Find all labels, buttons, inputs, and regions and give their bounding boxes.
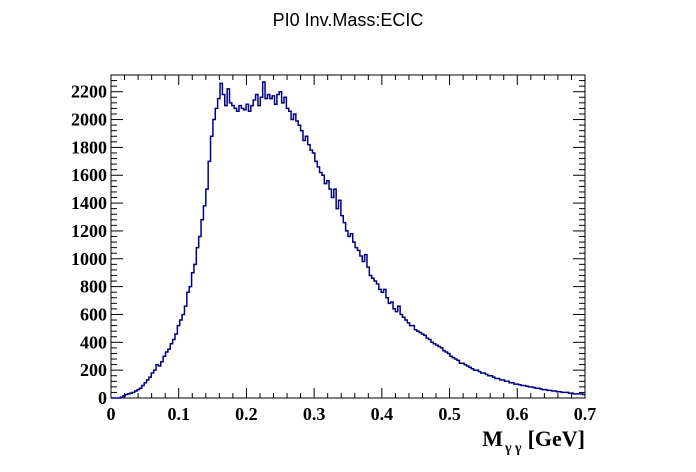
x-axis-title-subscript: γ γ bbox=[504, 441, 522, 456]
x-tick-label: 0.6 bbox=[506, 404, 529, 424]
y-tick-label: 600 bbox=[80, 304, 107, 324]
y-tick-label: 1000 bbox=[71, 249, 107, 269]
y-tick-label: 1200 bbox=[71, 221, 107, 241]
y-tick-label: 2000 bbox=[71, 110, 107, 130]
y-tick-label: 400 bbox=[80, 332, 107, 352]
x-tick-label: 0.1 bbox=[167, 404, 190, 424]
y-tick-label: 200 bbox=[80, 360, 107, 380]
y-tick-label: 0 bbox=[98, 388, 107, 408]
x-tick-label: 0 bbox=[107, 404, 116, 424]
y-tick-label: 1400 bbox=[71, 193, 107, 213]
x-tick-label: 0.2 bbox=[235, 404, 258, 424]
x-tick-label: 0.5 bbox=[438, 404, 461, 424]
x-tick-label: 0.7 bbox=[574, 404, 597, 424]
y-tick-label: 800 bbox=[80, 277, 107, 297]
y-axis-ticks bbox=[111, 74, 585, 399]
x-tick-label: 0.4 bbox=[371, 404, 394, 424]
histogram-series-line bbox=[111, 81, 585, 399]
y-axis-tick-labels: 0 200 400 600 800 1000 1200 1400 1600 1800 2000 220… bbox=[71, 82, 107, 408]
chart-title: PI0 Inv.Mass:ECIC bbox=[273, 10, 424, 30]
y-tick-label: 1600 bbox=[71, 165, 107, 185]
x-tick-label: 0.3 bbox=[303, 404, 326, 424]
y-tick-label: 1800 bbox=[71, 137, 107, 157]
x-axis-ticks bbox=[110, 75, 586, 398]
y-tick-label: 2200 bbox=[71, 82, 107, 102]
x-axis-tick-labels: 0 0.1 0.2 0.3 0.4 0.5 0.6 0.7 bbox=[107, 404, 597, 424]
x-axis-title-unit: [GeV] bbox=[528, 426, 585, 451]
x-axis-title-main: M bbox=[482, 426, 503, 451]
